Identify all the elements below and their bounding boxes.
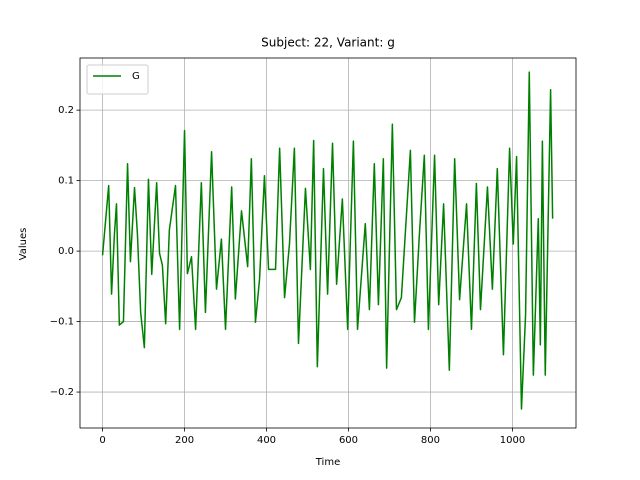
y-tick-label: −0.2 xyxy=(50,387,74,398)
y-tick-label: 0.1 xyxy=(58,176,74,187)
y-axis-label: Values xyxy=(18,228,29,261)
y-tick-label: 0.0 xyxy=(58,246,74,257)
x-tick-label: 600 xyxy=(339,435,358,446)
x-tick-label: 0 xyxy=(99,435,105,446)
y-tick-label: −0.1 xyxy=(50,317,74,328)
x-tick-label: 200 xyxy=(175,435,194,446)
data-line xyxy=(101,71,554,410)
chart-title: Subject: 22, Variant: g xyxy=(261,36,395,50)
legend-label: G xyxy=(132,71,140,82)
x-tick-label: 800 xyxy=(421,435,440,446)
y-tick-label: 0.2 xyxy=(58,105,74,116)
plot-frame xyxy=(79,57,577,429)
x-tick-label: 1000 xyxy=(500,435,525,446)
x-tick-label: 400 xyxy=(257,435,276,446)
legend-box xyxy=(86,64,149,95)
x-axis-label: Time xyxy=(315,457,340,468)
